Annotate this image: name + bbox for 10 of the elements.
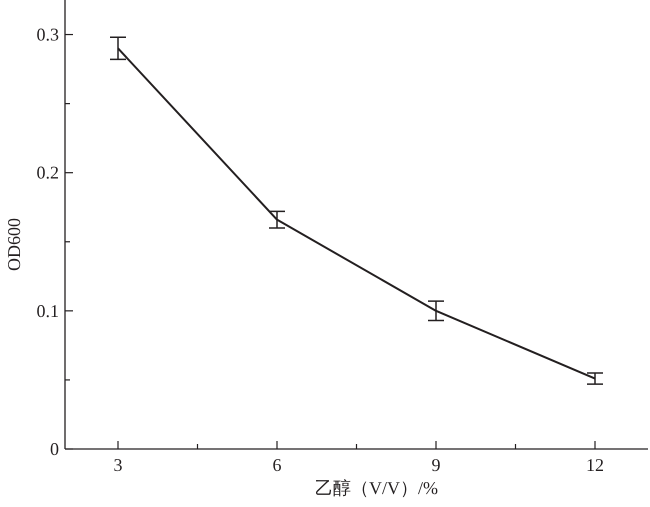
x-axis-title: 乙醇（V/V）/% xyxy=(315,478,438,498)
y-axis-title: OD600 xyxy=(4,218,24,271)
y-tick-label: 0.1 xyxy=(36,300,59,321)
x-tick-label: 6 xyxy=(272,455,282,475)
y-tick-label: 0 xyxy=(50,439,59,459)
x-tick-label: 12 xyxy=(586,455,604,475)
x-tick-label: 3 xyxy=(114,455,122,475)
x-tick-label: 9 xyxy=(432,455,440,475)
y-tick-label: 0.2 xyxy=(36,162,59,183)
y-tick-label: 0.3 xyxy=(36,24,59,45)
